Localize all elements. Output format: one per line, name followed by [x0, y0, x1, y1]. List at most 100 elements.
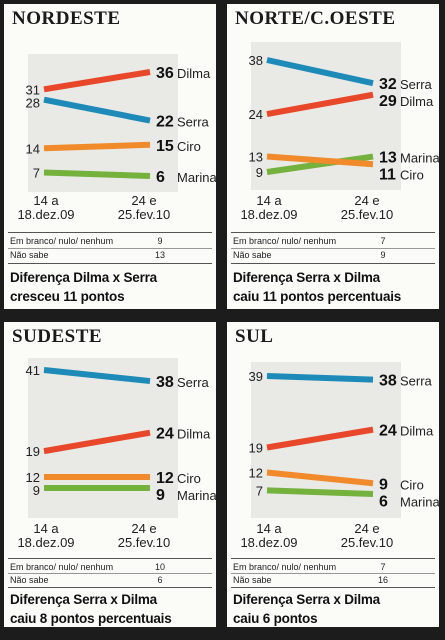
end-label-ciro: 9 Ciro — [379, 476, 424, 493]
start-value-label: 9 — [256, 165, 263, 180]
caption-line2: caiu 6 pontos — [233, 611, 318, 626]
end-value-label: 9 — [379, 476, 388, 493]
note-row-blank: Em branco/ nulo/ nenhum 10 — [10, 561, 212, 573]
series-line-marina — [43, 169, 151, 179]
series-name-label: Ciro — [400, 168, 424, 183]
x-tick-start: 14 a 18.dez.09 — [8, 522, 84, 550]
note-label: Em branco/ nulo/ nenhum — [233, 236, 337, 246]
series-name-label: Serra — [177, 115, 210, 130]
caption: Diferença Dilma x Serra cresceu 11 ponto… — [10, 268, 212, 306]
start-value-label: 31 — [26, 82, 40, 97]
end-label-marina: 9 Marina — [156, 487, 216, 504]
series-line-marina — [266, 487, 374, 497]
x-tick-start-line2: 18.dez.09 — [240, 207, 298, 222]
start-value-label: 41 — [26, 363, 40, 378]
end-value-label: 6 — [379, 493, 388, 510]
series-line-ciro — [266, 153, 374, 168]
chart-panel-sudeste: SUDESTE 41 19 12 9 38 Serra 24 Dilma 12 Ciro 9 Mari… — [4, 322, 216, 627]
end-value-label: 13 — [379, 150, 397, 167]
note-row-unsure: Não sabe 9 — [233, 249, 435, 261]
end-value-label: 12 — [156, 470, 174, 487]
end-label-marina: 13 Marina — [379, 150, 439, 167]
series-name-label: Ciro — [177, 471, 201, 486]
note-value: 7 — [380, 562, 386, 572]
chart-panel-sul: SUL 39 19 12 7 38 Serra 24 Dilma 9 Ciro 6 Marina 14… — [227, 322, 439, 627]
end-label-serra: 38 Serra — [379, 373, 433, 390]
end-label-ciro: 15 Ciro — [156, 138, 201, 155]
chart-title: NORTE/C.OESTE — [235, 8, 396, 29]
note-value: 9 — [157, 236, 163, 246]
caption-line1: Diferença Serra x Dilma — [233, 592, 380, 607]
divider — [8, 587, 212, 588]
caption-line2: caiu 11 pontos percentuais — [233, 289, 402, 304]
x-tick-end-line1: 24 e — [354, 521, 380, 536]
end-label-serra: 38 Serra — [156, 374, 210, 391]
series-name-label: Marina — [177, 488, 216, 503]
x-tick-end-line1: 24 e — [131, 521, 157, 536]
caption-line1: Diferença Serra x Dilma — [10, 592, 157, 607]
end-value-label: 29 — [379, 93, 397, 110]
series-line-dilma — [43, 429, 151, 455]
x-tick-start-line1: 14 a — [256, 193, 282, 208]
start-value-label: 9 — [33, 483, 40, 498]
end-label-dilma: 29 Dilma — [379, 93, 434, 110]
start-value-label: 19 — [26, 444, 40, 459]
divider — [231, 263, 435, 264]
note-value: 9 — [380, 250, 386, 260]
divider — [8, 263, 212, 264]
end-value-label: 36 — [156, 65, 174, 82]
end-label-ciro: 11 Ciro — [379, 167, 424, 184]
end-label-dilma: 36 Dilma — [156, 65, 211, 82]
x-tick-end: 24 e 25.fev.10 — [106, 194, 182, 222]
divider — [8, 558, 212, 559]
note-label: Não sabe — [233, 250, 272, 260]
series-name-label: Marina — [400, 151, 439, 166]
series-line-ciro — [266, 469, 374, 487]
note-row-unsure: Não sabe 6 — [10, 574, 212, 586]
divider — [8, 232, 212, 233]
note-row-blank: Em branco/ nulo/ nenhum 7 — [233, 561, 435, 573]
caption: Diferença Serra x Dilma caiu 8 pontos pe… — [10, 590, 212, 627]
note-row-blank: Em branco/ nulo/ nenhum 9 — [10, 235, 212, 247]
x-tick-start-line1: 14 a — [33, 193, 59, 208]
x-tick-end-line2: 25.fev.10 — [340, 535, 394, 550]
divider — [231, 573, 435, 574]
note-label: Não sabe — [233, 575, 272, 585]
note-row-unsure: Não sabe 16 — [233, 574, 435, 586]
start-value-label: 13 — [249, 150, 263, 165]
x-tick-end-line2: 25.fev.10 — [117, 207, 171, 222]
caption-line1: Diferença Dilma x Serra — [10, 270, 157, 285]
series-line-dilma — [43, 69, 151, 93]
series-line-dilma — [266, 426, 374, 451]
x-tick-end-line1: 24 e — [131, 193, 157, 208]
start-value-label: 12 — [26, 470, 40, 485]
caption: Diferença Serra x Dilma caiu 6 pontos — [233, 590, 435, 627]
x-tick-end-line1: 24 e — [354, 193, 380, 208]
x-tick-start-line1: 14 a — [33, 521, 59, 536]
end-value-label: 32 — [379, 76, 397, 93]
series-name-label: Dilma — [400, 424, 434, 439]
x-tick-end: 24 e 25.fev.10 — [329, 194, 405, 222]
end-label-dilma: 24 Dilma — [156, 426, 211, 443]
divider — [8, 573, 212, 574]
note-label: Em branco/ nulo/ nenhum — [10, 236, 114, 246]
x-tick-start-line2: 18.dez.09 — [17, 535, 75, 550]
x-tick-start: 14 a 18.dez.09 — [231, 194, 307, 222]
caption-line2: caiu 8 pontos percentuais — [10, 611, 172, 626]
x-tick-start: 14 a 18.dez.09 — [8, 194, 84, 222]
start-value-label: 28 — [26, 95, 40, 110]
note-value: 6 — [157, 575, 163, 585]
chart-panel-nordeste: NORDESTE 31 28 14 7 36 Dilma 22 Serra 15 Ciro 6 Mar… — [4, 4, 216, 309]
note-label: Em branco/ nulo/ nenhum — [10, 562, 114, 572]
series-name-label: Dilma — [177, 427, 211, 442]
x-tick-end-line2: 25.fev.10 — [117, 535, 171, 550]
end-value-label: 15 — [156, 138, 174, 155]
series-name-label: Serra — [177, 375, 210, 390]
x-tick-start-line1: 14 a — [256, 521, 282, 536]
start-value-label: 12 — [249, 466, 263, 481]
chart-title: SUL — [235, 326, 274, 347]
end-label-serra: 22 Serra — [156, 114, 210, 131]
divider — [8, 248, 212, 249]
start-value-label: 24 — [249, 107, 263, 122]
